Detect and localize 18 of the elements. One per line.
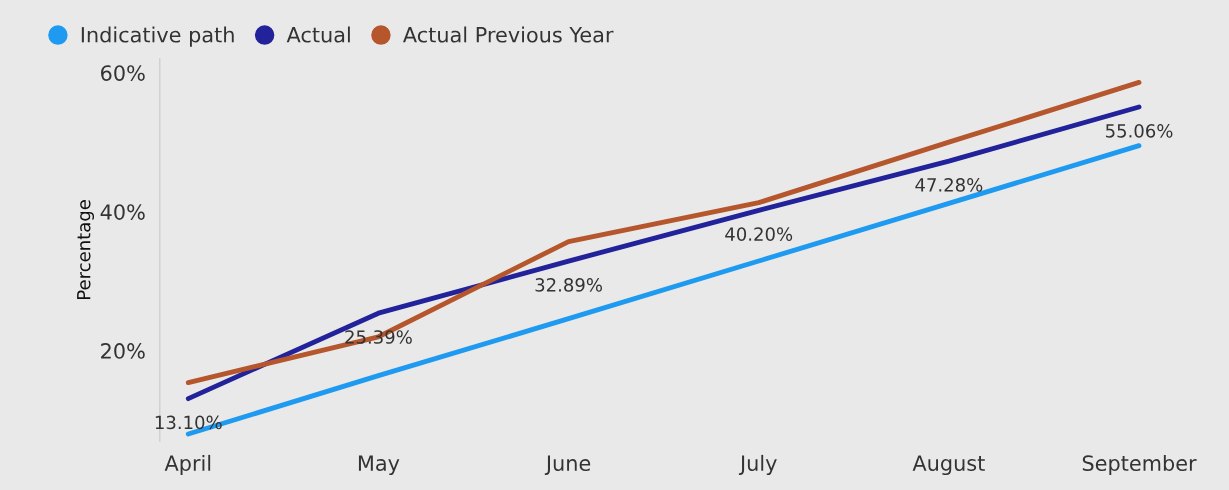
x-tick-label: August bbox=[912, 455, 985, 476]
legend-label: Actual bbox=[286, 26, 350, 43]
data-label: 13.10% bbox=[155, 415, 222, 430]
x-tick-label: September bbox=[1082, 454, 1197, 476]
x-tick-label: July bbox=[738, 454, 777, 476]
data-label: 32.89% bbox=[535, 278, 603, 292]
y-tick-label: 60% bbox=[101, 65, 145, 81]
data-label: 55.06% bbox=[1106, 124, 1173, 138]
legend-label: Actual Previous Year bbox=[402, 26, 614, 43]
x-tick-label: April bbox=[164, 454, 211, 476]
data-label: 40.20% bbox=[725, 227, 793, 241]
y-axis-title: Percentage bbox=[77, 200, 95, 299]
y-tick-label: 20% bbox=[101, 343, 145, 359]
legend-label: Indicative path bbox=[81, 26, 234, 47]
x-tick-label: June bbox=[544, 455, 591, 475]
data-label: 47.28% bbox=[915, 178, 983, 192]
y-tick-label: 40% bbox=[100, 204, 145, 220]
x-tick-label: May bbox=[358, 455, 400, 476]
